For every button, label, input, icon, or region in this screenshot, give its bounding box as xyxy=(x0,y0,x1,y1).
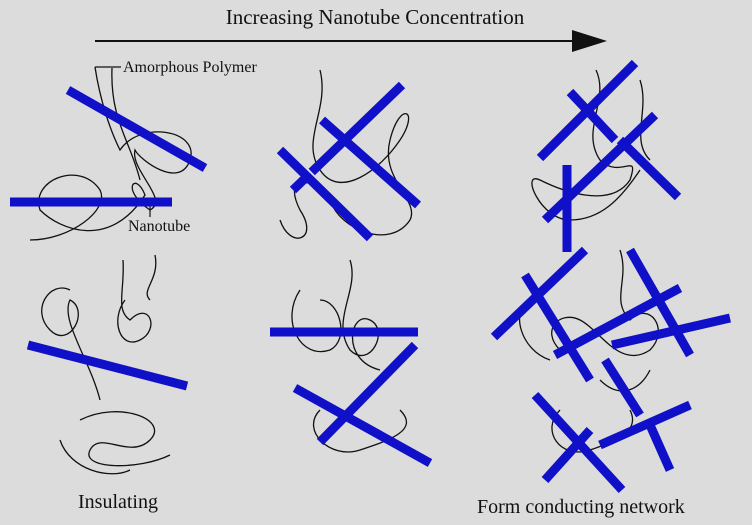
diagram: Increasing Nanotube Concentration Amorph… xyxy=(0,0,752,525)
title: Increasing Nanotube Concentration xyxy=(226,5,525,29)
caption-right: Form conducting network xyxy=(477,496,685,518)
nanotube-label: Nanotube xyxy=(128,218,190,235)
caption-left: Insulating xyxy=(78,491,158,513)
polymer-label: Amorphous Polymer xyxy=(123,59,257,76)
